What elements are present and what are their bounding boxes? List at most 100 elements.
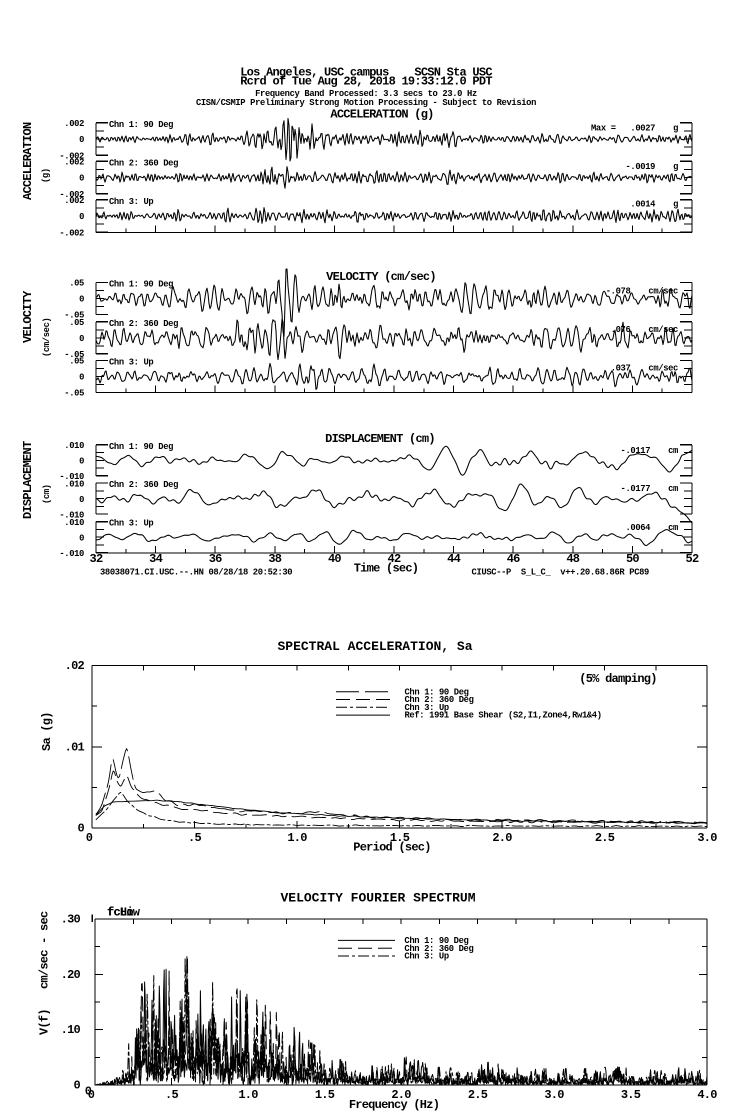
svg-text:Chn 3: Up: Chn 3: Up — [109, 358, 153, 368]
svg-text:0: 0 — [79, 334, 84, 344]
svg-text:Chn 3: Up: Chn 3: Up — [405, 703, 449, 713]
svg-text:SPECTRAL ACCELERATION, Sa: SPECTRAL ACCELERATION, Sa — [277, 639, 472, 654]
svg-text:.076: .076 — [611, 325, 631, 335]
svg-text:(cm/sec): (cm/sec) — [42, 318, 52, 357]
svg-text:Chn 2: 360 Deg: Chn 2: 360 Deg — [109, 480, 178, 490]
svg-text:2.0: 2.0 — [492, 831, 512, 845]
svg-text:.01: .01 — [65, 740, 85, 754]
svg-text:0: 0 — [79, 457, 84, 467]
svg-text:cm/sec: cm/sec — [648, 364, 678, 374]
svg-text:fcHi: fcHi — [107, 905, 133, 919]
svg-text:Los Angeles, USC campus SCS: Los Angeles, USC campus SCSN Sta USC — [240, 65, 492, 79]
svg-text:cm/sec - sec: cm/sec - sec — [38, 911, 52, 989]
svg-text:3.5: 3.5 — [621, 1088, 641, 1102]
svg-text:-.002: -.002 — [59, 190, 84, 200]
svg-text:Time (sec): Time (sec) — [354, 562, 419, 576]
svg-text:.02: .02 — [65, 659, 85, 673]
svg-text:Chn 1: 90 Deg: Chn 1: 90 Deg — [109, 442, 173, 452]
svg-text:VELOCITY FOURIER SPECTRUM: VELOCITY FOURIER SPECTRUM — [280, 891, 475, 906]
svg-text:Chn 1: 90 Deg: Chn 1: 90 Deg — [405, 687, 469, 697]
svg-text:.037: .037 — [611, 364, 631, 374]
svg-text:-.0177: -.0177 — [621, 484, 651, 494]
svg-text:46: 46 — [507, 552, 520, 566]
svg-text:.05: .05 — [69, 279, 84, 289]
svg-text:.010: .010 — [64, 441, 84, 451]
svg-text:0: 0 — [88, 1088, 95, 1102]
svg-text:(g): (g) — [41, 168, 51, 183]
svg-text:0: 0 — [85, 1085, 92, 1099]
svg-text:Frequency (Hz): Frequency (Hz) — [349, 1098, 439, 1112]
svg-text:-.078: -.078 — [606, 287, 631, 297]
svg-text:-.05: -.05 — [64, 350, 84, 360]
svg-text:3.0: 3.0 — [697, 831, 717, 845]
svg-text:-.002: -.002 — [59, 228, 84, 238]
svg-text:0: 0 — [86, 831, 93, 845]
svg-text:-.010: -.010 — [59, 510, 84, 520]
svg-text:Ref: 1991 Base Shear (S2,I1,Zo: Ref: 1991 Base Shear (S2,I1,Zone4,Rw1&4) — [405, 711, 602, 721]
svg-text:Chn 3: Up: Chn 3: Up — [404, 952, 448, 962]
svg-text:cm: cm — [668, 523, 678, 533]
svg-text:.0064: .0064 — [625, 523, 651, 533]
svg-text:1.0: 1.0 — [287, 831, 307, 845]
svg-text:.002: .002 — [64, 158, 84, 168]
svg-text:Sa (g): Sa (g) — [40, 712, 54, 751]
svg-text:2.5: 2.5 — [468, 1088, 488, 1102]
svg-text:VELOCITY (cm/sec): VELOCITY (cm/sec) — [326, 270, 436, 284]
svg-text:.5: .5 — [165, 1088, 178, 1102]
svg-text:3.0: 3.0 — [544, 1088, 564, 1102]
svg-text:g: g — [673, 162, 678, 172]
svg-text:V(f): V(f) — [38, 1009, 52, 1035]
svg-text:0: 0 — [79, 495, 84, 505]
svg-text:Chn 2: 360 Deg: Chn 2: 360 Deg — [109, 319, 178, 329]
svg-text:.010: .010 — [64, 518, 84, 528]
svg-text:.20: .20 — [61, 968, 81, 982]
svg-text:2.5: 2.5 — [595, 831, 615, 845]
svg-text:Chn 2: 360 Deg: Chn 2: 360 Deg — [405, 695, 474, 705]
svg-text:(5% damping): (5% damping) — [579, 672, 656, 686]
svg-text:Frequency Band Processed: 3.3: Frequency Band Processed: 3.3 secs to 23… — [255, 89, 477, 99]
svg-text:.30: .30 — [61, 913, 81, 927]
svg-text:52: 52 — [686, 552, 699, 566]
svg-text:36: 36 — [209, 552, 222, 566]
svg-text:CIUSC--P S_L_C_ v++.20.68.86: CIUSC--P S_L_C_ v++.20.68.86R PC89 — [472, 568, 650, 578]
svg-text:DISPLACEMENT (cm): DISPLACEMENT (cm) — [325, 432, 435, 446]
svg-text:VELOCITY: VELOCITY — [21, 290, 35, 343]
svg-text:0: 0 — [79, 135, 84, 145]
svg-text:38: 38 — [268, 552, 281, 566]
svg-text:Max = .0027: Max = .0027 — [591, 124, 655, 134]
svg-text:32: 32 — [90, 552, 103, 566]
svg-text:.5: .5 — [188, 831, 201, 845]
svg-text:Rcrd of Tue Aug 28, 2018 19:33: Rcrd of Tue Aug 28, 2018 19:33:12.0 PDT — [240, 75, 492, 89]
svg-text:.0014: .0014 — [630, 200, 656, 210]
svg-text:0: 0 — [79, 533, 84, 543]
svg-text:g: g — [673, 200, 678, 210]
svg-text:1.5: 1.5 — [390, 831, 410, 845]
svg-text:-.002: -.002 — [59, 151, 84, 161]
svg-text:fcLow: fcLow — [107, 905, 141, 919]
svg-text:.05: .05 — [69, 357, 84, 367]
svg-text:2.0: 2.0 — [391, 1088, 411, 1102]
svg-text:cm: cm — [668, 446, 678, 456]
svg-text:.002: .002 — [64, 196, 84, 206]
svg-text:Chn 3: Up: Chn 3: Up — [109, 519, 153, 529]
svg-text:1.5: 1.5 — [315, 1088, 335, 1102]
svg-text:Chn 2: 360 Deg: Chn 2: 360 Deg — [404, 944, 473, 954]
svg-text:-.05: -.05 — [64, 389, 84, 399]
svg-text:-.0117: -.0117 — [621, 446, 651, 456]
svg-text:0: 0 — [79, 373, 84, 383]
svg-text:0: 0 — [79, 174, 84, 184]
svg-text:.002: .002 — [64, 119, 84, 129]
svg-text:.05: .05 — [69, 318, 84, 328]
svg-text:-.010: -.010 — [59, 549, 84, 559]
svg-text:50: 50 — [626, 552, 639, 566]
svg-text:Chn 1: 90 Deg: Chn 1: 90 Deg — [109, 280, 173, 290]
svg-text:Chn 3: Up: Chn 3: Up — [109, 197, 153, 207]
svg-text:.10: .10 — [61, 1023, 81, 1037]
svg-text:4.0: 4.0 — [697, 1088, 717, 1102]
svg-text:0: 0 — [79, 295, 84, 305]
svg-text:-.05: -.05 — [64, 311, 84, 321]
svg-text:Period (sec): Period (sec) — [353, 841, 430, 855]
svg-text:0: 0 — [78, 822, 85, 836]
svg-text:38038071.CI.USC.--.HN 08/28/18: 38038071.CI.USC.--.HN 08/28/18 20:52:30 — [100, 568, 292, 578]
svg-text:34: 34 — [149, 552, 162, 566]
